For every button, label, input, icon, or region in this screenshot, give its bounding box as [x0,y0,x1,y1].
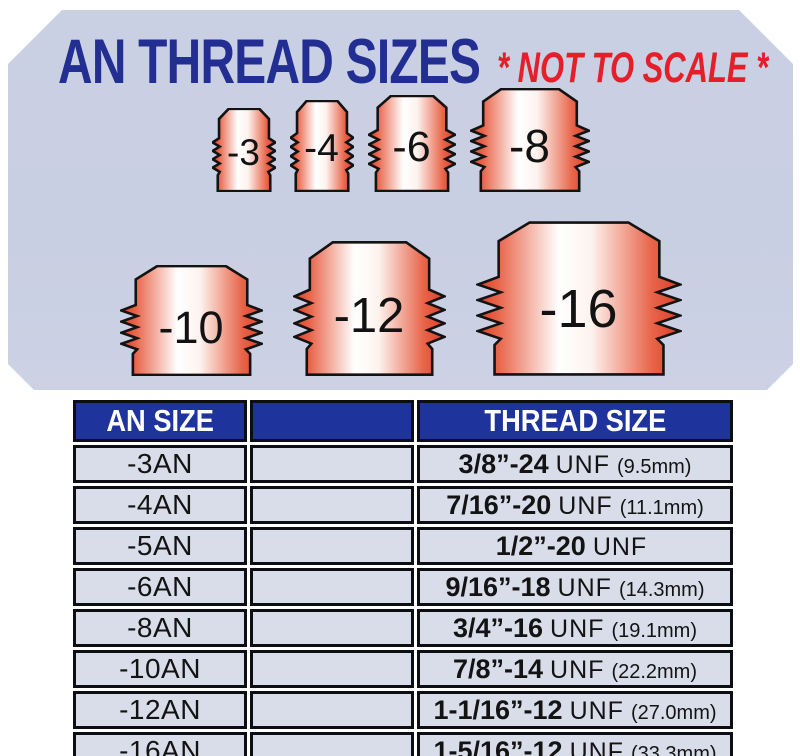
an-size-cell: -8AN [73,609,247,647]
empty-cell [250,527,414,565]
table-row-16an: -16AN 1-5/16”-12 UNF (33.3mm) [73,732,733,756]
empty-cell [250,568,414,606]
fitting-label: -6 [392,123,431,172]
thread-size-cell: 3/8”-24 UNF (9.5mm) [417,445,733,483]
empty-cell [250,445,414,483]
page-title: AN THREAD SIZES [58,27,481,97]
table-row-8an: -8AN 3/4”-16 UNF (19.1mm) [73,609,733,647]
fitting-label: -3 [227,132,260,174]
table-row-4an: -4AN 7/16”-20 UNF (11.1mm) [73,486,733,524]
empty-cell [250,732,414,756]
thread-size-cell: 7/16”-20 UNF (11.1mm) [417,486,733,524]
fitting-row-large: -10 -12 -16 [8,221,793,376]
an-thread-size-table: AN SIZE THREAD SIZE -3AN 3/8”-24 UNF (9.5m… [70,397,736,756]
thread-diagram-panel: AN THREAD SIZES * NOT TO SCALE * -3 -4 -… [8,10,793,390]
an-size-cell: -16AN [73,732,247,756]
table-row-12an: -12AN 1-1/16”-12 UNF (27.0mm) [73,691,733,729]
empty-cell [250,486,414,524]
fitting-6an: -6 [368,95,456,192]
thread-size-cell: 9/16”-18 UNF (14.3mm) [417,568,733,606]
an-size-cell: -10AN [73,650,247,688]
fitting-row-small: -3 -4 -6 -8 [8,88,793,192]
table-row-5an: -5AN 1/2”-20 UNF [73,527,733,565]
empty-cell [250,609,414,647]
thread-size-cell: 1-1/16”-12 UNF (27.0mm) [417,691,733,729]
an-size-cell: -6AN [73,568,247,606]
fitting-label: -8 [509,120,550,172]
an-size-cell: -3AN [73,445,247,483]
empty-cell [250,650,414,688]
fitting-16an: -16 [476,221,682,376]
fitting-label: -16 [539,278,618,339]
fitting-10an: -10 [120,265,263,376]
fitting-label: -10 [158,301,224,353]
fitting-3an: -3 [212,108,276,192]
table-header-row: AN SIZE THREAD SIZE [73,400,733,442]
fitting-12an: -12 [293,241,446,376]
table-row-10an: -10AN 7/8”-14 UNF (22.2mm) [73,650,733,688]
thread-size-cell: 1-5/16”-12 UNF (33.3mm) [417,732,733,756]
an-size-cell: -12AN [73,691,247,729]
thread-size-cell: 7/8”-14 UNF (22.2mm) [417,650,733,688]
header-empty [250,400,414,442]
not-to-scale-note: * NOT TO SCALE * [497,44,769,92]
thread-size-cell: 1/2”-20 UNF [417,527,733,565]
fitting-8an: -8 [470,88,590,192]
thread-size-cell: 3/4”-16 UNF (19.1mm) [417,609,733,647]
header-thread-size: THREAD SIZE [417,400,733,442]
table-row-6an: -6AN 9/16”-18 UNF (14.3mm) [73,568,733,606]
fitting-label: -12 [333,289,405,344]
an-size-cell: -4AN [73,486,247,524]
an-size-cell: -5AN [73,527,247,565]
fitting-4an: -4 [290,100,354,192]
fitting-label: -4 [304,127,339,171]
empty-cell [250,691,414,729]
table-row-3an: -3AN 3/8”-24 UNF (9.5mm) [73,445,733,483]
header-an-size: AN SIZE [73,400,247,442]
